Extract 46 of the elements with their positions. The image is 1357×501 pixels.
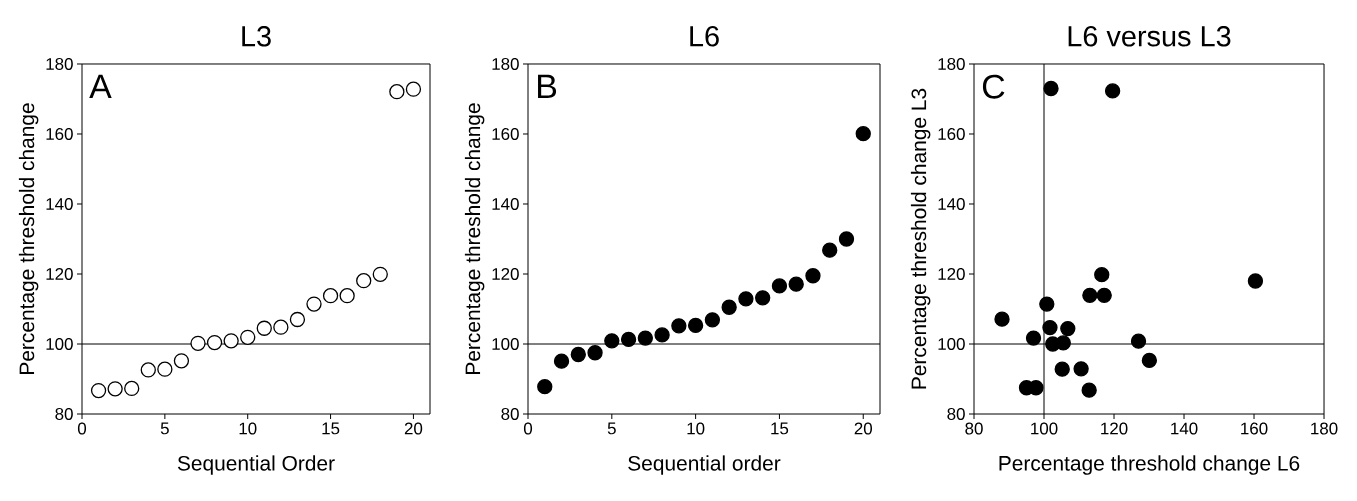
- y-tick-label: 100: [46, 338, 73, 350]
- y-tick-label: 160: [46, 128, 73, 140]
- y-tick-label: 120: [492, 268, 519, 280]
- annotation: C: [982, 74, 1005, 99]
- x-tick-label: 15: [322, 422, 340, 435]
- x-tick-label: 10: [687, 422, 705, 435]
- y-tick-label: 120: [46, 268, 73, 280]
- y-tick-label: 100: [938, 338, 965, 350]
- y-tick-label: 120: [938, 268, 965, 280]
- y-tick-label: 180: [938, 58, 965, 70]
- x-tick-label: 5: [160, 422, 169, 435]
- x-tick-label: 0: [77, 422, 87, 435]
- x-tick-label: 100: [1031, 422, 1058, 435]
- y-axis-title: Percentage threshold change: [18, 103, 39, 374]
- x-axis-title: Sequential order: [628, 455, 781, 475]
- x-tick-label: 180: [1311, 422, 1338, 435]
- y-axis-title: Percentage threshold change: [464, 103, 485, 374]
- y-tick-label: 140: [492, 198, 519, 210]
- chart-title: L6 versus L3: [1068, 26, 1231, 47]
- x-tick-label: 120: [1101, 422, 1128, 435]
- x-tick-label: 140: [1171, 422, 1198, 435]
- x-tick-label: 5: [607, 422, 616, 435]
- y-tick-label: 140: [938, 198, 965, 210]
- chart-title: L6: [690, 26, 719, 47]
- x-tick-label: 0: [523, 422, 533, 435]
- x-axis-title: Percentage threshold change L6: [999, 455, 1300, 475]
- y-tick-label: 80: [55, 408, 73, 420]
- x-tick-label: 20: [854, 422, 873, 435]
- y-tick-label: 80: [501, 408, 519, 420]
- x-tick-label: 10: [239, 422, 257, 435]
- annotation: A: [89, 74, 112, 98]
- y-tick-label: 80: [947, 408, 965, 420]
- y-tick-label: 180: [492, 58, 519, 70]
- y-tick-label: 100: [492, 338, 519, 350]
- annotation: B: [538, 74, 557, 98]
- chart-title: L3: [242, 26, 271, 47]
- x-tick-label: 20: [404, 422, 423, 435]
- y-tick-label: 160: [938, 128, 965, 140]
- y-tick-label: 160: [492, 128, 519, 140]
- x-tick-label: 80: [965, 422, 983, 435]
- x-tick-label: 160: [1241, 422, 1268, 435]
- y-axis-title: Percentage threshold change L3: [910, 88, 931, 389]
- y-tick-label: 140: [46, 198, 73, 210]
- x-axis-title: Sequential Order: [177, 455, 335, 475]
- y-tick-label: 180: [46, 58, 73, 70]
- x-tick-label: 15: [771, 422, 789, 435]
